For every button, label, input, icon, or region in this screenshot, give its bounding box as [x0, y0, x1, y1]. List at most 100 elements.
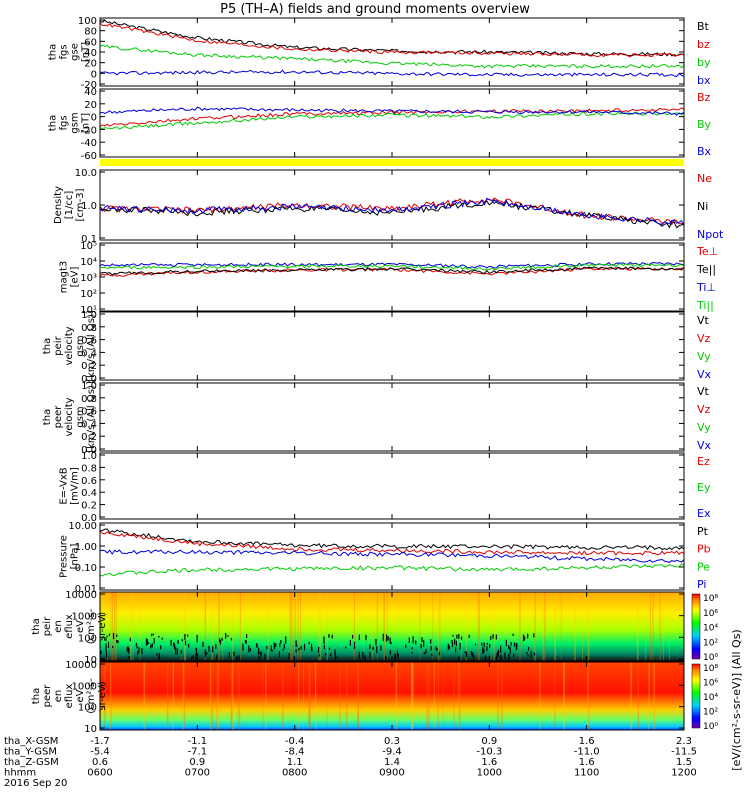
time-axis-value-z_gsm: 1.5 [676, 757, 692, 768]
spectrogram-speck [369, 652, 371, 658]
spectrogram-speck [451, 642, 454, 648]
colorbar-tick-label: 10⁴ [703, 624, 718, 634]
time-axis-value-z_gsm: 1.1 [287, 757, 303, 768]
panel-peir-velocity: 1.0 0.8 0.60.4 0.2 0.0thapeirvelocitygsm[km/… [42, 310, 712, 385]
spectrogram-speck [158, 656, 160, 661]
spectrogram-speck [451, 640, 453, 644]
spectrogram-speck [530, 651, 532, 658]
spectrogram-speck [408, 637, 410, 643]
spectrogram-speck [156, 653, 158, 656]
spectrogram-speck [435, 646, 437, 651]
spectrogram-speck [362, 652, 364, 660]
time-axis-value-y_gsm: -10.3 [476, 747, 502, 758]
legend-Ti||: Ti|| [696, 299, 714, 312]
spectrogram-speck [495, 656, 498, 663]
legend-bx: bx [697, 74, 711, 87]
spectrogram-speck [452, 634, 454, 637]
spectrogram-speck [431, 653, 433, 656]
legend-Vt: Vt [697, 385, 710, 398]
time-axis-value-hhmm: 1100 [574, 768, 599, 779]
spectrogram-speck [170, 639, 172, 646]
y-tick-label: 0.8 [81, 463, 97, 474]
spectrogram-speck [430, 645, 432, 651]
spectrogram-speck [116, 634, 118, 637]
spectrogram-speck [412, 636, 414, 644]
spectrogram-speck [482, 646, 484, 654]
spectrogram-speck [258, 647, 260, 655]
time-axis-row-label: tha_Z-GSM [4, 757, 59, 768]
spectrogram-speck [522, 634, 525, 642]
spectrogram-speck [458, 656, 460, 664]
y-tick-label: 0.6 [81, 407, 97, 418]
plot-area-efield [100, 453, 684, 519]
y-tick-label: -20 [81, 125, 97, 136]
time-axis-value-x_gsm: -1.1 [188, 736, 208, 747]
spectrogram-speck [128, 656, 130, 660]
plot-area-fgs-gsm [100, 89, 684, 157]
colorbar-tick-label: 10⁶ [703, 679, 718, 689]
spectrogram-speck [195, 648, 198, 654]
series-bx-line [99, 69, 685, 77]
spectrogram-speck [195, 653, 197, 661]
spectrogram-speck [500, 645, 502, 653]
spectrogram-speck [353, 641, 356, 649]
spectrogram-speck [303, 643, 306, 651]
spectrogram-speck [310, 643, 313, 651]
spectrogram-speck [486, 645, 488, 652]
spectrogram-speck [497, 649, 500, 657]
spectrogram-speck [448, 645, 451, 649]
spectrogram-speck [390, 641, 392, 645]
y-tick-label: 1000 [72, 612, 97, 623]
colorbar-tick-label: 10⁸ [703, 664, 718, 674]
spectrogram-speck [184, 633, 186, 640]
spectrogram-speck [527, 633, 529, 639]
spectrogram-speck [202, 641, 204, 648]
spectrogram-speck [524, 636, 526, 641]
spectrogram-speck [492, 634, 494, 639]
spectrogram-speck [258, 655, 260, 661]
spectrogram-speck [318, 646, 320, 653]
colorbar-tick-label: 10⁰ [703, 653, 718, 663]
panel-density: 10.0 1.0 0.1 Density[1/cc][cm-3] Ne Ni Npot [53, 168, 724, 245]
spectrogram-speck [271, 649, 273, 652]
y-tick-label: 0 [91, 113, 97, 124]
spectrogram-speck [295, 649, 297, 653]
spectrogram-speck [275, 643, 277, 647]
spectrogram-speck [411, 647, 413, 650]
time-axis-row-label: 2016 Sep 20 [4, 778, 67, 789]
series-Pt-line [99, 528, 685, 551]
y-axis-label-pressure: Pressure[nPa] [59, 535, 81, 578]
panel-efield: 1.00.8 0.60.4 0.20.0E=-VxB[mV/m] Ez Ey Ex [59, 451, 711, 524]
spectrogram-speck [336, 656, 338, 659]
spectrogram-speck [500, 654, 502, 661]
series-Pb-line [99, 530, 685, 556]
y-tick-label: 10000 [65, 590, 97, 601]
spectrogram-speck [152, 633, 155, 636]
y-tick-label: 0.6 [81, 336, 97, 347]
spectrogram-speck [192, 655, 194, 659]
y-axis-label-efield: E=-VxB[mV/m] [59, 467, 81, 505]
spectrogram-speck [334, 653, 336, 660]
spectrogram-speck [483, 642, 485, 648]
spectrogram-speck [260, 651, 262, 658]
time-axis-value-hhmm: 0800 [282, 768, 307, 779]
spectrogram-speck [242, 643, 244, 651]
legend-Ez: Ez [697, 455, 710, 468]
spectrogram-speck [195, 647, 197, 652]
spectrogram-speck [328, 634, 330, 638]
y-axis-label-temperature: magt3[eV] [59, 261, 81, 294]
spectrogram-speck [295, 640, 297, 648]
spectrogram-speck [486, 642, 488, 646]
spectrogram-speck [230, 638, 233, 641]
spectrogram-speck [280, 640, 282, 644]
series-Pe-line [99, 563, 685, 577]
time-axis-row-label: hhmm [4, 768, 36, 779]
spectrogram-speck [177, 639, 179, 645]
legend-Vx: Vx [697, 368, 712, 381]
legend-Ex: Ex [697, 507, 711, 520]
legend-Ey: Ey [697, 481, 711, 494]
spectrogram-speck [196, 653, 199, 656]
legend-Te⊥: Te⊥ [696, 245, 718, 258]
spectrogram-speck [394, 653, 396, 661]
series-By-line [99, 111, 685, 130]
